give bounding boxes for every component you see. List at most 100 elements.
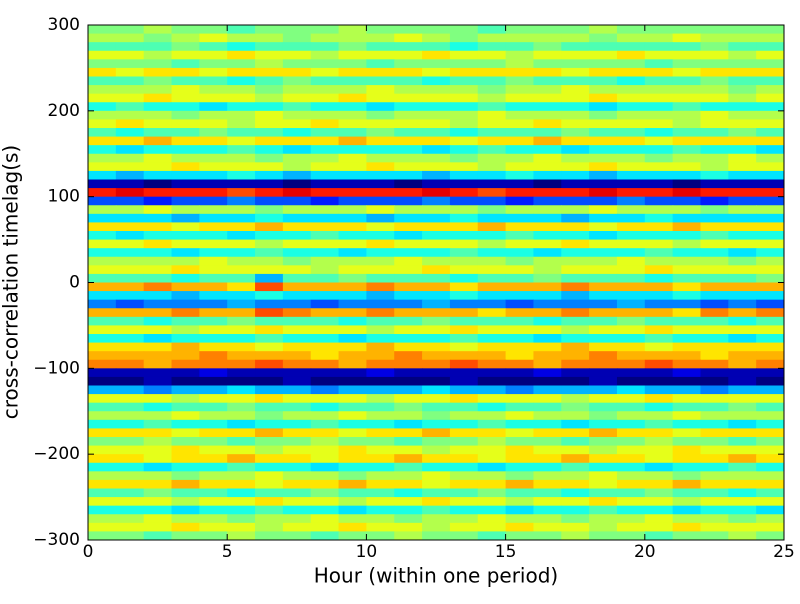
heatmap-cell	[672, 419, 701, 429]
heatmap-cell	[394, 299, 423, 309]
heatmap-cell	[672, 522, 701, 532]
heatmap-cell	[449, 119, 479, 129]
heatmap-cell	[672, 67, 701, 77]
heatmap-cell	[561, 128, 590, 138]
heatmap-cell	[449, 505, 479, 515]
heatmap-cell	[366, 162, 395, 172]
heatmap-cell	[672, 128, 701, 138]
heatmap-cell	[171, 59, 200, 69]
heatmap-cell	[171, 514, 200, 524]
heatmap-cell	[171, 110, 200, 120]
heatmap-cell	[227, 179, 256, 189]
heatmap-cell	[644, 514, 674, 524]
heatmap-cell	[616, 394, 646, 404]
heatmap-cell	[477, 265, 507, 275]
heatmap-cell	[756, 299, 785, 309]
heatmap-cell	[143, 59, 173, 69]
heatmap-cell	[255, 231, 284, 241]
heatmap-cell	[449, 394, 479, 404]
heatmap-cell	[672, 359, 701, 369]
heatmap-cell	[310, 479, 340, 489]
heatmap-cell	[255, 359, 284, 369]
heatmap-cell	[310, 50, 340, 60]
heatmap-cell	[505, 471, 534, 481]
heatmap-cell	[366, 368, 395, 378]
heatmap-cell	[616, 231, 646, 241]
heatmap-cell	[394, 59, 423, 69]
heatmap-cell	[533, 102, 562, 112]
heatmap-cell	[449, 25, 479, 35]
heatmap-cell	[115, 514, 145, 524]
heatmap-cell	[505, 325, 534, 335]
heatmap-cell	[282, 119, 312, 129]
heatmap-cell	[505, 170, 534, 180]
heatmap-cell	[644, 179, 674, 189]
heatmap-cell	[171, 385, 200, 395]
heatmap-cell	[616, 50, 646, 60]
heatmap-cell	[561, 205, 590, 215]
heatmap-cell	[616, 205, 646, 215]
heatmap-cell	[115, 248, 145, 258]
heatmap-cell	[366, 222, 395, 232]
heatmap-cell	[394, 316, 423, 326]
heatmap-cell	[422, 479, 451, 489]
heatmap-cell	[728, 299, 757, 309]
heatmap-cell	[616, 162, 646, 172]
heatmap-cell	[728, 428, 757, 438]
heatmap-cell	[88, 316, 117, 326]
heatmap-cell	[477, 316, 507, 326]
heatmap-cell	[589, 59, 618, 69]
heatmap-cell	[88, 222, 117, 232]
heatmap-cell	[310, 213, 340, 223]
heatmap-cell	[366, 273, 395, 283]
heatmap-cell	[310, 67, 340, 77]
heatmap-cell	[310, 531, 340, 541]
heatmap-cell	[422, 376, 451, 386]
heatmap-cell	[394, 145, 423, 155]
heatmap-cell	[227, 479, 256, 489]
heatmap-cell	[644, 445, 674, 455]
heatmap-cell	[672, 308, 701, 318]
heatmap-cell	[672, 316, 701, 326]
heatmap-cell	[756, 42, 785, 52]
heatmap-cell	[672, 265, 701, 275]
heatmap-cell	[505, 342, 534, 352]
heatmap-cell	[422, 437, 451, 447]
heatmap-cell	[700, 411, 729, 421]
heatmap-cell	[449, 213, 479, 223]
heatmap-cell	[338, 85, 367, 95]
heatmap-cell	[505, 85, 534, 95]
heatmap-cell	[756, 136, 785, 146]
heatmap-cell	[171, 334, 200, 344]
heatmap-cell	[282, 85, 312, 95]
heatmap-cell	[227, 231, 256, 241]
heatmap-cell	[255, 33, 284, 43]
heatmap-cell	[672, 110, 701, 120]
heatmap-cell	[310, 325, 340, 335]
heatmap-cell	[282, 342, 312, 352]
heatmap-cell	[672, 394, 701, 404]
heatmap-cell	[88, 162, 117, 172]
heatmap-cell	[616, 128, 646, 138]
heatmap-cell	[199, 102, 228, 112]
heatmap-cell	[115, 76, 145, 86]
heatmap-cell	[477, 325, 507, 335]
heatmap-cell	[282, 488, 312, 498]
heatmap-cell	[589, 239, 618, 249]
heatmap-cell	[310, 128, 340, 138]
heatmap-cell	[394, 153, 423, 163]
heatmap-cell	[394, 514, 423, 524]
heatmap-cell	[672, 85, 701, 95]
heatmap-cell	[728, 454, 757, 464]
heatmap-cell	[728, 334, 757, 344]
heatmap-cell	[449, 256, 479, 266]
heatmap-cell	[644, 76, 674, 86]
heatmap-cell	[199, 385, 228, 395]
heatmap-cell	[700, 342, 729, 352]
heatmap-cell	[533, 454, 562, 464]
heatmap-cell	[756, 454, 785, 464]
heatmap-cell	[700, 445, 729, 455]
heatmap-cell	[616, 368, 646, 378]
heatmap-cell	[672, 505, 701, 515]
heatmap-cell	[199, 282, 228, 292]
